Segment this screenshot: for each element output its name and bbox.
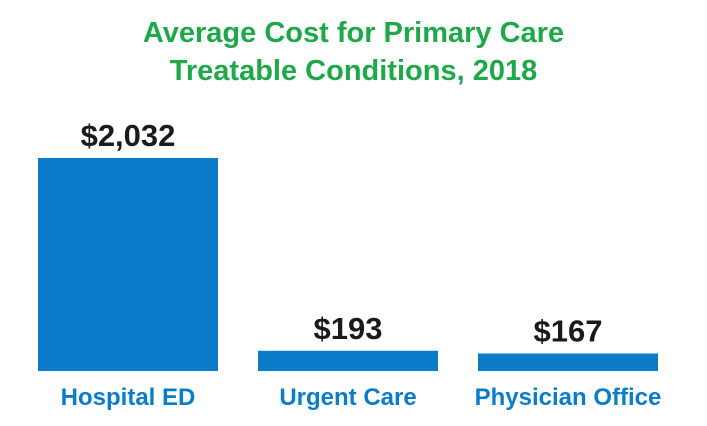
category-label-hospital-ed: Hospital ED [61,384,196,411]
value-label-physician-office: $167 [534,313,603,348]
bar-hospital-ed [38,158,218,371]
bar-physician-office [478,353,658,371]
value-label-urgent-care: $193 [314,311,383,346]
category-label-urgent-care: Urgent Care [279,384,416,411]
chart-title-line-2: Treatable Conditions, 2018 [169,55,538,87]
category-label-physician-office: Physician Office [475,384,662,411]
chart-title-line-1: Average Cost for Primary Care [142,17,565,49]
value-label-hospital-ed: $2,032 [81,118,176,153]
bar-urgent-care [258,350,438,371]
chart-title: Average Cost for Primary Care Treatable … [0,14,707,90]
